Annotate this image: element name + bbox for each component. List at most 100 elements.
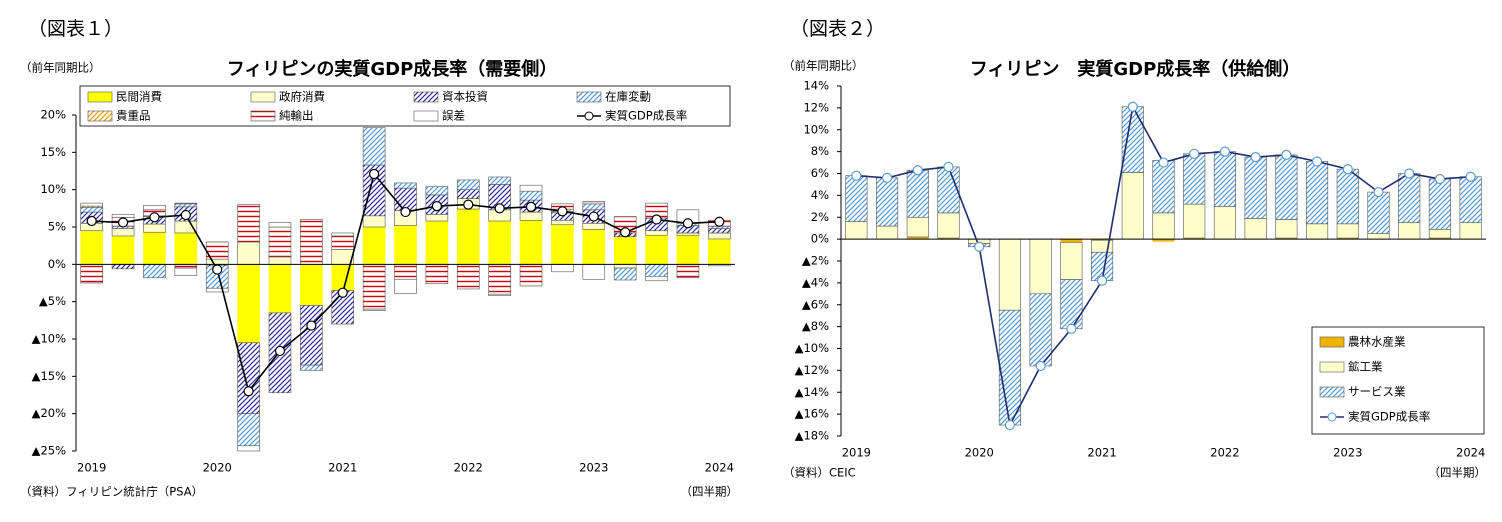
y-tick-label: 0% — [811, 232, 829, 246]
x-tick-label: 2019 — [842, 446, 871, 460]
bar-segment — [394, 278, 417, 294]
bar-segment — [1060, 242, 1083, 280]
bar-segment — [237, 445, 260, 452]
bar-segment — [205, 287, 229, 293]
legend-label: 民間消費 — [116, 90, 162, 104]
legend-label: 貴重品 — [116, 109, 151, 123]
bar-segment — [1152, 212, 1175, 240]
x-tick-label: 2023 — [1333, 446, 1362, 460]
legend-swatch — [87, 91, 113, 103]
bar-segment — [906, 169, 929, 218]
line-marker — [369, 168, 380, 180]
bar-segment — [1275, 219, 1298, 239]
y-tick-label: 20% — [40, 108, 66, 122]
legend-swatch — [250, 91, 276, 103]
y-tick-label: ▲14% — [795, 385, 829, 399]
bar-segment — [362, 215, 386, 228]
bar-segment — [237, 342, 260, 414]
bar-segment — [1183, 153, 1206, 205]
bar-segment — [1275, 154, 1298, 220]
y-tick-label: ▲12% — [795, 363, 829, 377]
x-tick-label: 2024 — [705, 461, 734, 475]
source-note: （資料）CEIC — [783, 466, 856, 480]
bar-segment — [488, 220, 511, 265]
line-marker — [714, 216, 725, 227]
y-tick-label: 12% — [803, 100, 829, 114]
line-marker — [974, 241, 985, 252]
bar-segment — [876, 225, 899, 240]
bar-segment — [331, 232, 355, 237]
bar-segment — [519, 264, 543, 287]
bar-segment — [362, 264, 386, 310]
line-marker — [1189, 148, 1200, 159]
bar-segment — [237, 241, 260, 265]
bar-segment — [519, 184, 543, 192]
bar-segment — [551, 219, 574, 226]
line-marker — [1096, 275, 1108, 286]
line-marker — [1465, 171, 1476, 182]
bar-segment — [1459, 222, 1482, 240]
y-tick-label: 8% — [811, 144, 829, 158]
bar-segment — [237, 204, 260, 243]
y-tick-label: ▲8% — [802, 319, 829, 333]
bar-segment — [300, 219, 323, 265]
figure-label: （図表２） — [790, 18, 885, 40]
bar-segment — [488, 176, 511, 185]
bar-segment — [582, 228, 606, 265]
bar-segment — [1428, 178, 1451, 230]
bar-segment — [300, 364, 323, 371]
line-marker — [1434, 173, 1446, 185]
y-tick-label: ▲10% — [32, 332, 66, 346]
bar-segment — [111, 214, 135, 218]
x-tick-label: 2024 — [1456, 446, 1485, 460]
line-marker — [943, 161, 954, 173]
bar-segment — [80, 230, 103, 265]
bar-segment — [456, 179, 480, 190]
bar-segment — [362, 308, 386, 311]
bar-segment — [300, 264, 323, 306]
legend-label: 資本投資 — [442, 90, 488, 104]
bar-segment — [906, 216, 929, 238]
bar-segment — [708, 238, 731, 265]
source-note: （資料）フィリピン統計庁（PSA） — [20, 485, 203, 499]
legend-swatch — [576, 91, 602, 103]
legend-swatch — [413, 110, 439, 122]
bar-segment — [300, 305, 323, 366]
bar-segment — [1213, 151, 1236, 207]
line-marker — [1281, 149, 1292, 161]
line-marker — [1035, 360, 1046, 372]
line-marker — [86, 215, 97, 227]
bar-segment — [1336, 168, 1359, 225]
x-tick-label: 2023 — [579, 461, 608, 475]
bar-segment — [268, 226, 292, 258]
line-marker — [525, 201, 537, 212]
y-tick-label: ▲10% — [795, 341, 829, 355]
x-tick-label: 2022 — [454, 461, 483, 475]
line-marker — [1373, 186, 1384, 198]
bar-segment — [551, 224, 574, 265]
y-tick-label: ▲25% — [32, 444, 66, 458]
y-tick-label: ▲2% — [802, 254, 829, 268]
bar-segment — [1183, 203, 1206, 239]
line-marker — [117, 217, 129, 228]
line-marker — [212, 264, 223, 275]
legend-label: 実質GDP成長率 — [605, 109, 687, 123]
y-tick-label: ▲20% — [32, 406, 66, 420]
bar-segment — [845, 175, 868, 222]
legend-swatch — [1319, 336, 1345, 348]
x-tick-label: 2022 — [1210, 446, 1239, 460]
bar-segment — [268, 264, 292, 314]
bar-segment — [80, 207, 103, 213]
bar-segment — [1152, 160, 1175, 214]
bar-segment — [645, 275, 668, 282]
legend-swatch — [250, 110, 276, 122]
x-tick-label: 2020 — [965, 446, 994, 460]
line-marker — [682, 218, 694, 229]
bar-segment — [488, 293, 511, 296]
y-tick-label: 10% — [803, 122, 829, 136]
legend-label: 農林水産業 — [1348, 335, 1406, 349]
line-marker — [651, 214, 662, 225]
chart-title: フィリピン 実質GDP成長率（供給側） — [970, 58, 1301, 80]
legend-label: 在庫変動 — [605, 90, 651, 104]
bar-segment — [1306, 223, 1329, 240]
